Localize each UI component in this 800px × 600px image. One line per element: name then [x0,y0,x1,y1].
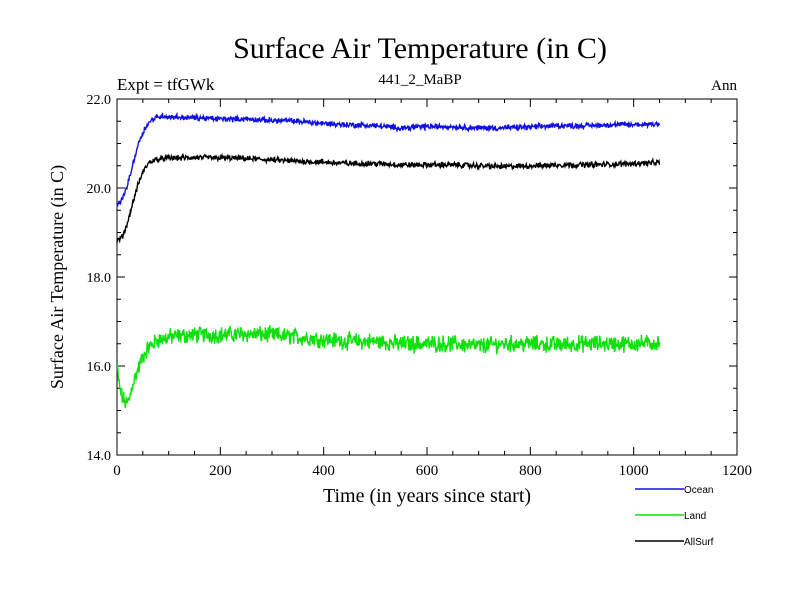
chart-title: Surface Air Temperature (in C) [233,32,607,65]
x-tick-label: 400 [312,463,335,479]
axis-tick-labels: 0 200 400 600 800 1000 1200 14.0 16.0 18.0 20.0 22.… [87,93,753,479]
series-lines [116,111,661,408]
legend-label-allsurf: AllSurf [684,537,714,548]
x-tick-label: 800 [519,463,542,479]
x-axis-label: Time (in years since start) [323,485,531,507]
x-tick-label: 200 [209,463,232,479]
period-label: Ann [711,78,737,94]
x-tick-label: 1000 [619,463,649,479]
y-tick-label: 18.0 [87,271,112,286]
series-line-allsurf [116,152,661,244]
y-tick-label: 16.0 [87,360,112,375]
experiment-label: Expt = tfGWk [117,75,215,94]
y-tick-label: 22.0 [87,93,112,108]
legend: Ocean Land AllSurf [635,485,714,548]
x-tick-label: 600 [416,463,439,479]
y-tick-label: 20.0 [87,182,112,197]
legend-label-land: Land [684,511,706,522]
axis-ticks [116,98,738,456]
series-line-land [116,325,661,408]
series-line-ocean [116,111,661,207]
plot-frame [116,98,738,456]
x-tick-label: 1200 [722,463,752,479]
x-tick-label: 0 [113,463,121,479]
y-axis-label: Surface Air Temperature (in C) [47,165,68,389]
chart-subtitle: 441_2_MaBP [378,72,461,88]
legend-label-ocean: Ocean [684,485,713,496]
y-tick-label: 14.0 [87,449,112,464]
